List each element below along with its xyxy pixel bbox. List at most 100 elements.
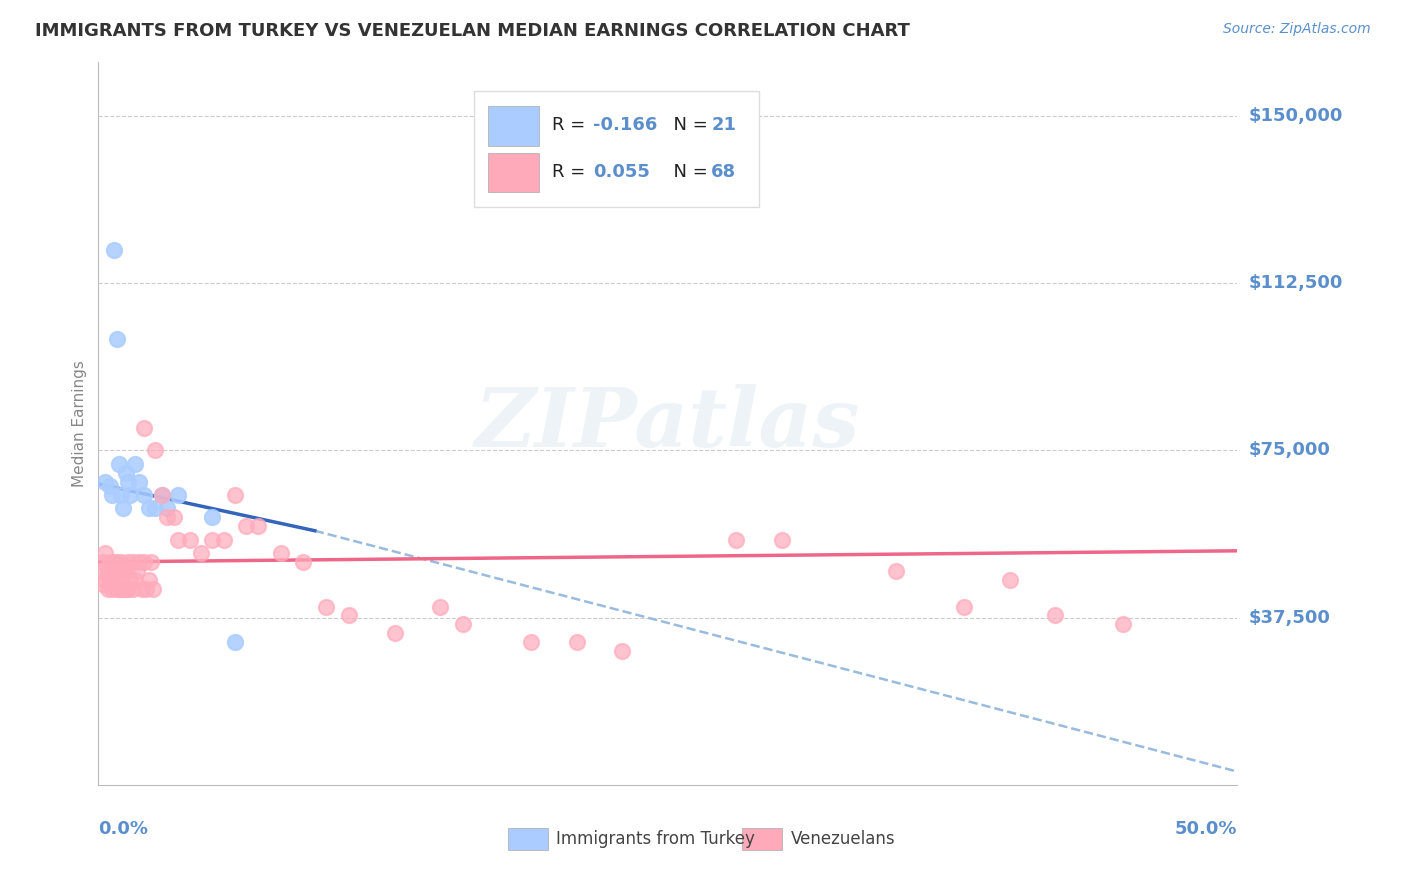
Y-axis label: Median Earnings: Median Earnings xyxy=(72,360,87,487)
Text: ZIPatlas: ZIPatlas xyxy=(475,384,860,464)
Point xyxy=(270,546,292,560)
Point xyxy=(138,501,160,516)
Text: Immigrants from Turkey: Immigrants from Turkey xyxy=(557,830,755,848)
Point xyxy=(108,582,131,596)
Point xyxy=(224,635,246,649)
Point xyxy=(725,533,748,547)
Point xyxy=(150,488,173,502)
Point xyxy=(110,488,132,502)
Point xyxy=(101,488,124,502)
Point xyxy=(212,533,235,547)
Point xyxy=(127,564,149,578)
Point xyxy=(101,564,124,578)
Point xyxy=(103,243,125,257)
Point xyxy=(179,533,201,547)
Text: N =: N = xyxy=(662,116,714,135)
Point xyxy=(132,488,155,502)
FancyBboxPatch shape xyxy=(488,153,538,193)
Text: 0.0%: 0.0% xyxy=(98,820,149,838)
Point xyxy=(114,582,136,596)
Point xyxy=(96,582,118,596)
Point xyxy=(235,519,257,533)
Text: $150,000: $150,000 xyxy=(1249,107,1343,125)
Point xyxy=(110,573,132,587)
Point xyxy=(520,635,543,649)
Point xyxy=(98,573,121,587)
Point xyxy=(429,599,451,614)
Point xyxy=(770,533,793,547)
Point xyxy=(139,555,162,569)
Point xyxy=(201,510,224,524)
Point xyxy=(105,582,128,596)
Text: Source: ZipAtlas.com: Source: ZipAtlas.com xyxy=(1223,22,1371,37)
Point xyxy=(108,457,131,471)
Point xyxy=(105,555,128,569)
Point xyxy=(451,617,474,632)
Point xyxy=(201,533,224,547)
Point xyxy=(94,475,117,489)
Point xyxy=(98,555,121,569)
Point xyxy=(167,488,190,502)
Point xyxy=(103,573,125,587)
Point xyxy=(190,546,212,560)
Point xyxy=(108,564,131,578)
Point xyxy=(145,443,167,458)
Point xyxy=(150,488,173,502)
Text: IMMIGRANTS FROM TURKEY VS VENEZUELAN MEDIAN EARNINGS CORRELATION CHART: IMMIGRANTS FROM TURKEY VS VENEZUELAN MED… xyxy=(35,22,910,40)
Point xyxy=(246,519,269,533)
Point xyxy=(156,510,179,524)
Point xyxy=(998,573,1021,587)
Point xyxy=(128,555,150,569)
Point xyxy=(110,555,132,569)
Point xyxy=(91,555,114,569)
FancyBboxPatch shape xyxy=(474,91,759,207)
Point xyxy=(110,582,132,596)
Point xyxy=(337,608,360,623)
Point xyxy=(114,564,136,578)
Point xyxy=(953,599,976,614)
Point xyxy=(884,564,907,578)
Point xyxy=(135,582,157,596)
FancyBboxPatch shape xyxy=(742,829,782,850)
Point xyxy=(114,466,136,480)
Point xyxy=(91,564,114,578)
Point xyxy=(315,599,337,614)
Point xyxy=(121,582,143,596)
Point xyxy=(612,644,634,658)
FancyBboxPatch shape xyxy=(509,829,548,850)
Text: $37,500: $37,500 xyxy=(1249,608,1330,627)
Point xyxy=(1043,608,1066,623)
Point xyxy=(292,555,315,569)
Point xyxy=(117,475,139,489)
Text: 50.0%: 50.0% xyxy=(1175,820,1237,838)
Point xyxy=(132,421,155,435)
Point xyxy=(98,479,121,493)
Point xyxy=(124,457,146,471)
Point xyxy=(167,533,190,547)
Point xyxy=(131,582,153,596)
Point xyxy=(224,488,246,502)
Point xyxy=(105,332,128,346)
Text: 21: 21 xyxy=(711,116,737,135)
Point xyxy=(112,582,135,596)
Point xyxy=(565,635,588,649)
Point xyxy=(112,501,135,516)
Text: 0.055: 0.055 xyxy=(593,163,650,181)
Point xyxy=(156,501,179,516)
Point xyxy=(117,555,139,569)
Point xyxy=(112,564,135,578)
Point xyxy=(145,501,167,516)
Point xyxy=(132,555,155,569)
Text: R =: R = xyxy=(551,163,591,181)
Point xyxy=(120,573,142,587)
Point xyxy=(121,555,143,569)
Point xyxy=(384,626,406,640)
Text: N =: N = xyxy=(662,163,714,181)
Point xyxy=(96,564,118,578)
Point xyxy=(94,546,117,560)
Point xyxy=(1112,617,1135,632)
Text: $75,000: $75,000 xyxy=(1249,442,1330,459)
Text: Venezuelans: Venezuelans xyxy=(790,830,896,848)
Point xyxy=(124,573,146,587)
Point xyxy=(91,577,114,591)
